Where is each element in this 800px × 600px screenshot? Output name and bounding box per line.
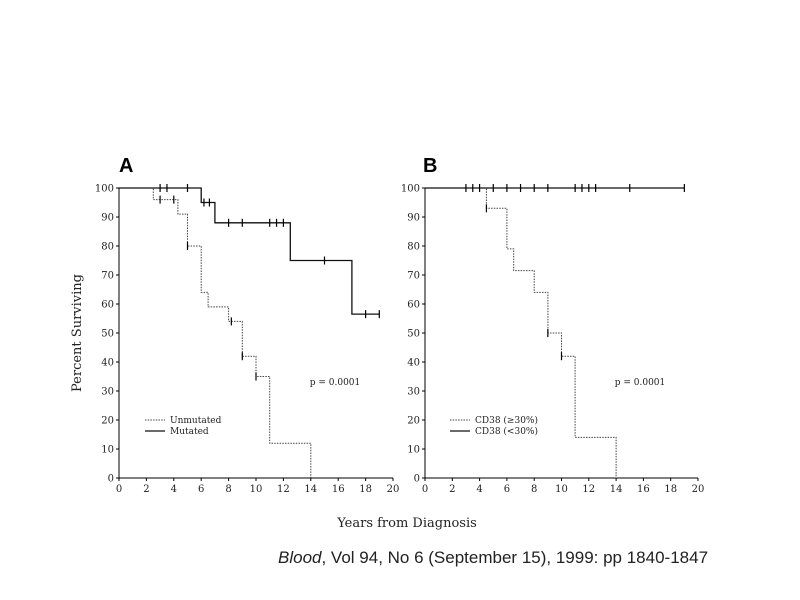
x-tick-label: 20 (692, 484, 705, 495)
x-tick-label: 4 (171, 484, 177, 495)
x-tick-label: 14 (304, 484, 317, 495)
y-tick-label: 40 (407, 358, 420, 369)
x-tick-label: 12 (582, 484, 595, 495)
panel-b: B 0 10 20 30 40 50 60 70 80 90 100 0 2 4 6 8 10 12 14 16 18 20… (401, 155, 704, 495)
x-tick-label: 14 (610, 484, 623, 495)
y-tick-label: 40 (101, 358, 114, 369)
panel-letter: A (119, 155, 133, 177)
legend-label: CD38 (<30%) (475, 426, 538, 437)
y-tick-label: 70 (101, 271, 114, 282)
x-tick-label: 18 (664, 484, 677, 495)
y-tick-label: 10 (101, 445, 114, 456)
x-tick-label: 8 (531, 484, 537, 495)
y-tick-label: 90 (407, 213, 420, 224)
legend-label: CD38 (≥30%) (475, 415, 538, 426)
p-value-annotation: p = 0.0001 (310, 378, 361, 388)
x-tick-label: 4 (476, 484, 482, 495)
x-tick-label: 10 (250, 484, 263, 495)
y-tick-label: 60 (101, 300, 114, 311)
x-tick-label: 12 (277, 484, 290, 495)
y-axis-label: Percent Surviving (70, 274, 85, 392)
p-value-annotation: p = 0.0001 (615, 378, 666, 388)
series-line-dotted (425, 187, 617, 478)
y-tick-label: 100 (95, 184, 114, 195)
x-tick-label: 20 (387, 484, 400, 495)
x-axis-label: Years from Diagnosis (336, 516, 477, 531)
y-tick-label: 50 (407, 329, 420, 340)
y-tick-label: 90 (101, 213, 114, 224)
y-tick-label: 20 (407, 416, 420, 427)
legend-label: Mutated (170, 427, 209, 437)
citation-journal: Blood (278, 548, 322, 567)
y-tick-label: 50 (101, 329, 114, 340)
series-line-solid (119, 187, 380, 315)
y-tick-label: 30 (101, 387, 114, 398)
panel-a: A 0 10 20 30 40 50 60 70 80 90 100 0 2 4 6 8 10 12 14 16 18 20… (70, 155, 399, 495)
y-tick-label: 100 (401, 184, 420, 195)
panel-letter: B (423, 155, 437, 177)
y-tick-label: 20 (101, 416, 114, 427)
y-tick-label: 60 (407, 300, 420, 311)
x-tick-label: 0 (116, 484, 122, 495)
x-tick-label: 6 (198, 484, 204, 495)
y-tick-label: 80 (101, 242, 114, 253)
y-tick-label: 80 (407, 242, 420, 253)
legend-label: Unmutated (170, 416, 222, 426)
x-tick-label: 10 (555, 484, 568, 495)
x-tick-label: 6 (504, 484, 510, 495)
x-tick-label: 2 (143, 484, 149, 495)
x-tick-label: 8 (225, 484, 231, 495)
y-tick-label: 10 (407, 445, 420, 456)
y-tick-label: 0 (414, 474, 420, 485)
citation-details: , Vol 94, No 6 (September 15), 1999: pp … (321, 548, 709, 567)
x-tick-label: 2 (449, 484, 455, 495)
series-line-dotted (119, 187, 312, 478)
y-tick-label: 0 (108, 474, 114, 485)
x-tick-label: 16 (332, 484, 345, 495)
x-tick-label: 0 (422, 484, 428, 495)
citation: Blood, Vol 94, No 6 (September 15), 1999… (278, 548, 708, 568)
x-tick-label: 18 (359, 484, 372, 495)
y-tick-label: 70 (407, 271, 420, 282)
x-tick-label: 16 (637, 484, 650, 495)
y-tick-label: 30 (407, 387, 420, 398)
